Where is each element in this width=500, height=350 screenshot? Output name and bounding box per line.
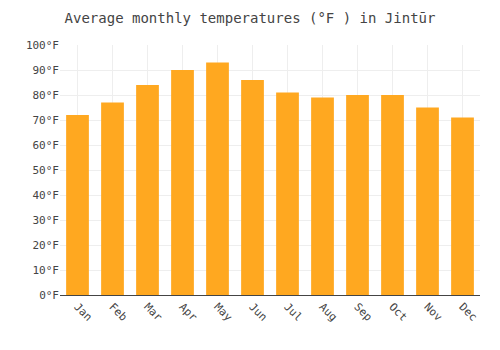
svg-text:Aug: Aug <box>316 301 339 324</box>
svg-text:0°F: 0°F <box>39 289 59 302</box>
svg-text:Oct: Oct <box>386 301 409 324</box>
svg-text:50°F: 50°F <box>33 164 60 177</box>
svg-text:70°F: 70°F <box>33 114 60 127</box>
svg-text:20°F: 20°F <box>33 239 60 252</box>
svg-text:30°F: 30°F <box>33 214 60 227</box>
svg-text:40°F: 40°F <box>33 189 60 202</box>
svg-text:Jan: Jan <box>71 301 94 324</box>
svg-text:Dec: Dec <box>456 301 479 324</box>
svg-text:Sep: Sep <box>351 301 374 324</box>
svg-text:100°F: 100°F <box>26 39 59 52</box>
svg-text:60°F: 60°F <box>33 139 60 152</box>
svg-text:Average monthly temperatures (: Average monthly temperatures (°F ) in Ji… <box>65 10 436 26</box>
svg-text:May: May <box>211 301 235 325</box>
svg-text:80°F: 80°F <box>33 89 60 102</box>
svg-text:Jul: Jul <box>281 301 304 324</box>
svg-text:Jun: Jun <box>246 301 269 324</box>
svg-text:Apr: Apr <box>176 301 200 325</box>
svg-text:Nov: Nov <box>421 301 445 325</box>
svg-text:Feb: Feb <box>106 301 129 324</box>
svg-text:10°F: 10°F <box>33 264 60 277</box>
svg-text:Mar: Mar <box>141 301 165 325</box>
svg-text:90°F: 90°F <box>33 64 60 77</box>
